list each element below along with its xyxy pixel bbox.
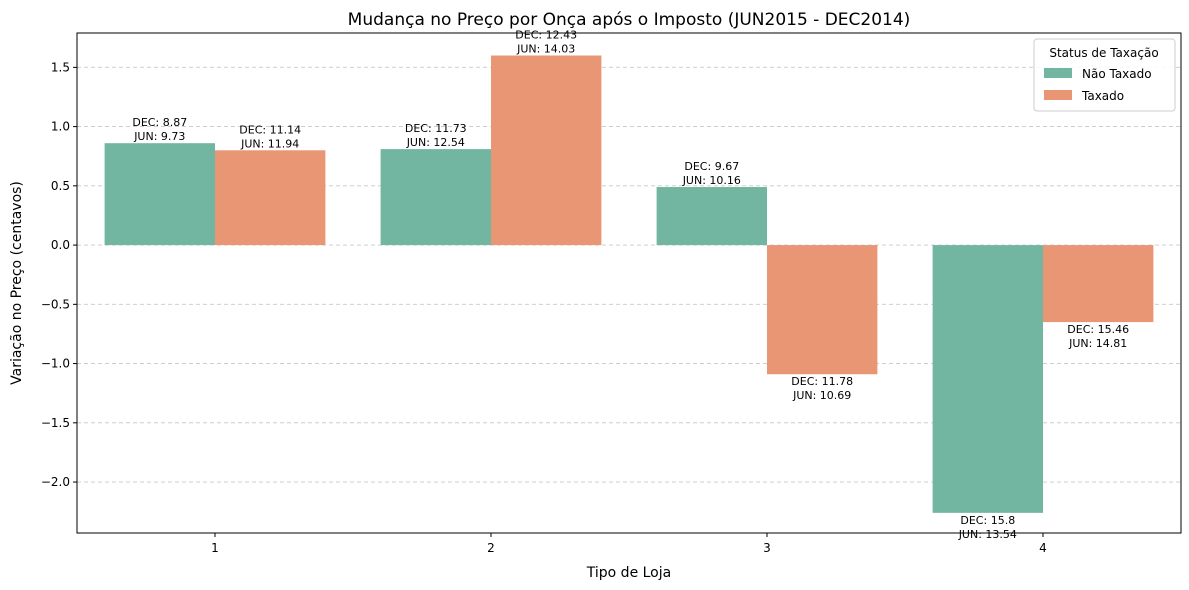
data-label-dec: DEC: 11.14 — [239, 123, 301, 136]
y-axis-label: Variação no Preço (centavos) — [9, 181, 25, 385]
y-tick-label: 1.0 — [51, 120, 70, 134]
chart-title: Mudança no Preço por Onça após o Imposto… — [348, 10, 911, 30]
bar — [491, 55, 602, 246]
x-axis-label: Tipo de Loja — [586, 565, 671, 581]
data-label-jun: JUN: 10.16 — [682, 174, 741, 187]
data-label-jun: JUN: 14.81 — [1068, 337, 1127, 350]
bar — [215, 150, 326, 246]
y-tick-label: −2.0 — [41, 475, 70, 489]
y-tick-label: 0.5 — [51, 179, 70, 193]
data-label-jun: JUN: 11.94 — [240, 137, 299, 150]
y-tick-label: −1.0 — [41, 357, 70, 371]
data-label-dec: DEC: 15.8 — [960, 514, 1015, 527]
x-tick-label: 2 — [487, 541, 495, 555]
legend: Status de Taxação Não Taxado Taxado — [1033, 38, 1176, 112]
y-tick-label: −1.5 — [41, 416, 70, 430]
data-label-dec: DEC: 8.87 — [132, 116, 187, 129]
data-label-jun: JUN: 9.73 — [133, 130, 185, 143]
y-axis: −2.0 −1.5 −1.0 −0.5 0.0 0.5 1.0 1.5 — [41, 60, 77, 489]
y-tick-label: −0.5 — [41, 297, 70, 311]
data-label-dec: DEC: 11.73 — [405, 122, 467, 135]
data-label-dec: DEC: 15.46 — [1067, 323, 1129, 336]
plot-frame — [76, 32, 1182, 534]
x-tick-label: 1 — [211, 541, 219, 555]
bar — [380, 149, 491, 246]
data-label-dec: DEC: 9.67 — [684, 160, 739, 173]
data-label-jun: JUN: 13.54 — [958, 528, 1017, 541]
legend-swatch-taxado — [1044, 90, 1072, 100]
data-label-jun: JUN: 14.03 — [516, 43, 575, 56]
bar — [932, 245, 1043, 513]
bar — [656, 187, 767, 246]
legend-label-nao-taxado: Não Taxado — [1082, 67, 1152, 81]
bar — [1043, 245, 1154, 323]
x-axis: 1 2 3 4 — [211, 533, 1047, 555]
x-tick-label: 4 — [1039, 541, 1047, 555]
legend-title: Status de Taxação — [1049, 46, 1158, 60]
x-tick-label: 3 — [763, 541, 771, 555]
legend-label-taxado: Taxado — [1081, 89, 1124, 103]
bars — [104, 55, 1154, 513]
bar — [104, 143, 215, 246]
data-label-jun: JUN: 10.69 — [792, 389, 851, 402]
y-tick-label: 0.0 — [51, 238, 70, 252]
y-tick-label: 1.5 — [51, 60, 70, 74]
bar — [767, 245, 878, 375]
data-label-dec: DEC: 12.43 — [515, 29, 577, 42]
data-label-jun: JUN: 12.54 — [406, 136, 465, 149]
data-label-dec: DEC: 11.78 — [791, 375, 853, 388]
legend-swatch-nao-taxado — [1044, 68, 1072, 78]
